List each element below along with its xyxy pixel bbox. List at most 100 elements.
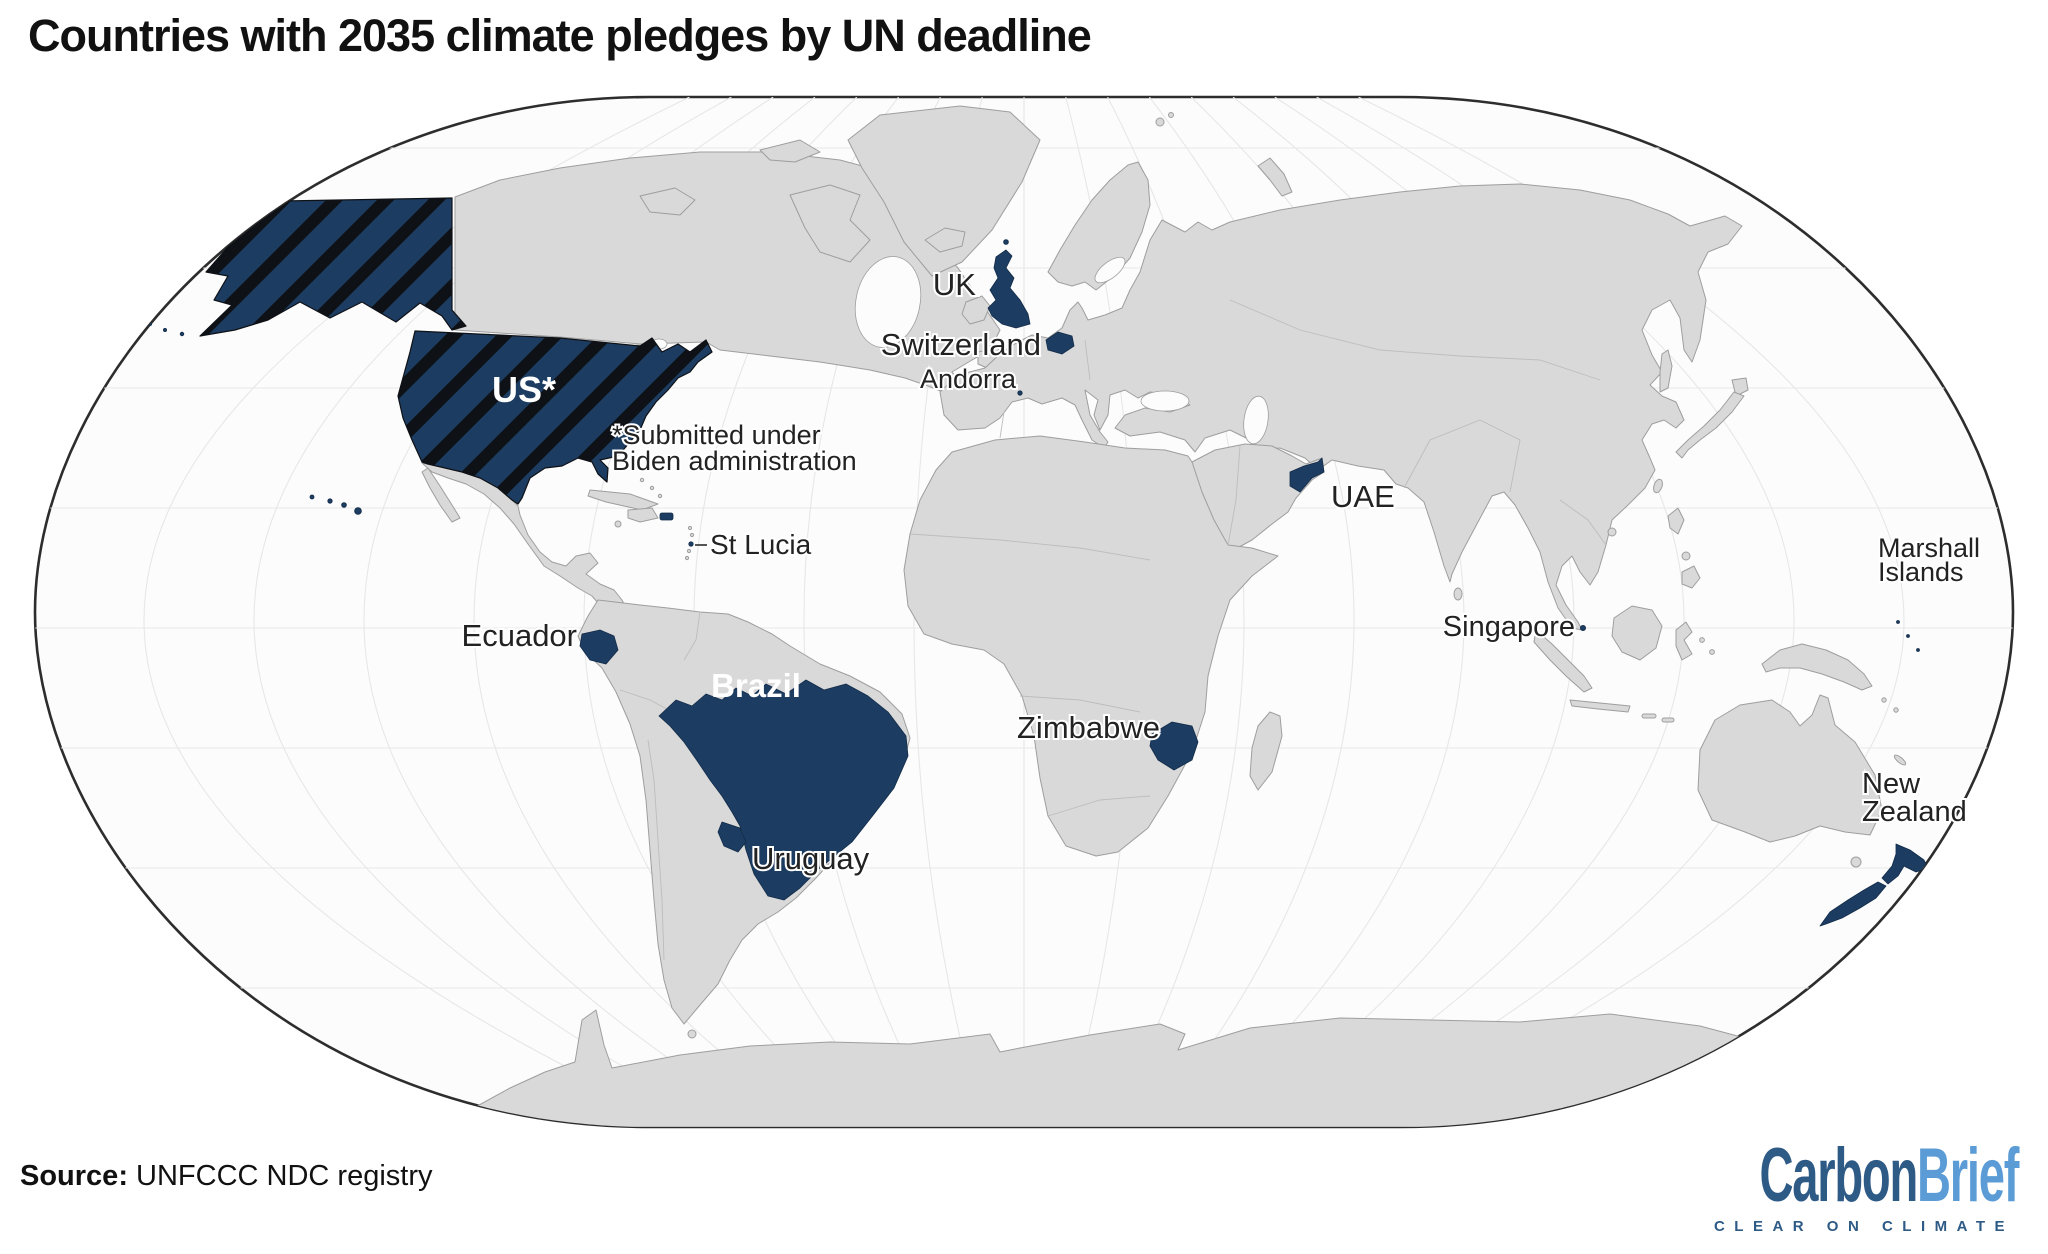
solomons-speck <box>1881 697 1887 703</box>
country-singapore <box>1580 625 1587 632</box>
lesser-sunda <box>1661 717 1675 723</box>
lesser-sunda <box>1641 713 1657 719</box>
hudson-bay <box>854 256 922 348</box>
aleutian-speck <box>179 331 185 337</box>
us-hawaii <box>309 494 315 500</box>
svalbard <box>1155 117 1165 127</box>
logo-carbon: Carbon <box>1759 1133 1918 1218</box>
moluccas-speck <box>1699 637 1705 643</box>
novaya-zemlya <box>1257 157 1293 197</box>
sumatra <box>1533 629 1593 693</box>
antilles-speck <box>686 548 692 554</box>
country-us-alaska <box>199 197 467 337</box>
country-uae <box>1289 457 1325 493</box>
source-text: UNFCCC NDC registry <box>136 1160 433 1192</box>
map-labels: US* *Submitted under Biden administratio… <box>460 265 1983 878</box>
label-us-note-line1: *Submitted under <box>612 420 821 450</box>
country-andorra <box>1017 390 1023 396</box>
nz-south-island <box>1819 881 1887 927</box>
country-st-lucia <box>688 541 694 547</box>
antilles-speck <box>684 555 690 561</box>
svalbard <box>1168 112 1174 118</box>
australia <box>1697 694 1883 843</box>
us-puerto-rico <box>659 512 674 521</box>
ellesmere-island <box>759 139 821 163</box>
greenland <box>847 105 1041 277</box>
country-marshall-islands <box>1896 620 1900 624</box>
label-zimbabwe: Zimbabwe <box>1017 710 1160 745</box>
philippines-visayas <box>1681 551 1691 561</box>
tierra-del-fuego <box>687 1029 697 1039</box>
caspian-sea <box>1243 395 1269 445</box>
us-hawaii <box>354 507 362 515</box>
new-guinea <box>1761 643 1873 691</box>
borneo <box>1611 605 1663 661</box>
country-zimbabwe <box>1149 721 1199 771</box>
antilles-speck <box>689 532 695 538</box>
sulawesi <box>1675 621 1693 661</box>
madagascar <box>1249 711 1283 791</box>
label-new-zealand-line2: Zealand <box>1862 796 1967 828</box>
label-new-zealand-line1: New <box>1862 768 1921 800</box>
logo-brief: Brief <box>1916 1133 2019 1218</box>
uk-shetland <box>1003 239 1009 245</box>
taiwan <box>1653 478 1663 494</box>
label-uk: UK <box>933 267 976 302</box>
label-uruguay: Uruguay <box>752 841 870 876</box>
philippines-mindanao <box>1681 565 1701 589</box>
country-uk <box>987 249 1031 329</box>
label-st-lucia: St Lucia <box>710 529 812 560</box>
label-switzerland: Switzerland <box>881 327 1041 362</box>
nz-north-island <box>1881 843 1929 885</box>
label-andorra: Andorra <box>920 364 1017 394</box>
us-hawaii <box>341 502 347 508</box>
source-line: Source: UNFCCC NDC registry <box>20 1160 433 1193</box>
highlighted-countries <box>147 197 1929 927</box>
country-uruguay <box>717 821 747 853</box>
moluccas-speck <box>1709 649 1715 655</box>
label-marshall-islands-line1: Marshall <box>1878 533 1980 563</box>
bahamas-speck <box>639 477 645 483</box>
philippines-luzon <box>1667 507 1685 535</box>
logo-wordmark: CarbonBrief <box>1759 1138 2019 1214</box>
label-brazil: Brazil <box>711 667 801 704</box>
japan-honshu <box>1675 391 1745 459</box>
us-hawaii <box>327 498 333 504</box>
bahamas-speck <box>657 493 663 499</box>
country-borders <box>619 299 1607 961</box>
country-brazil <box>658 679 909 901</box>
black-sea <box>1140 390 1190 412</box>
label-uae: UAE <box>1331 479 1395 514</box>
tasmania <box>1850 856 1862 868</box>
aleutian-speck <box>162 327 167 332</box>
jamaica <box>614 520 622 528</box>
sakhalin <box>1659 349 1673 393</box>
sri-lanka <box>1453 587 1463 601</box>
antilles-speck <box>687 525 693 531</box>
baffin-island <box>789 184 871 263</box>
victoria-island <box>639 187 696 216</box>
baltic-sea <box>1094 256 1126 284</box>
baja-california <box>421 467 461 523</box>
logo-tagline: CLEAR ON CLIMATE <box>1713 1218 2014 1235</box>
ireland <box>961 295 991 325</box>
page-title: Countries with 2035 climate pledges by U… <box>28 10 1092 61</box>
eurasia <box>939 183 1743 631</box>
label-marshall-islands-line2: Islands <box>1878 557 1964 587</box>
country-ecuador <box>579 629 619 665</box>
label-singapore: Singapore <box>1443 611 1575 643</box>
source-label: Source: <box>20 1160 128 1192</box>
label-us: US* <box>492 369 556 410</box>
new-caledonia <box>1893 754 1907 766</box>
country-marshall-islands <box>1906 634 1910 638</box>
iceland <box>924 227 966 253</box>
hainan <box>1607 527 1617 537</box>
label-us-note-line2: Biden administration <box>612 446 857 476</box>
country-switzerland <box>1045 331 1075 355</box>
hispaniola <box>627 507 659 523</box>
bahamas-speck <box>649 485 655 491</box>
label-ecuador: Ecuador <box>462 618 577 653</box>
country-marshall-islands <box>1916 648 1920 652</box>
